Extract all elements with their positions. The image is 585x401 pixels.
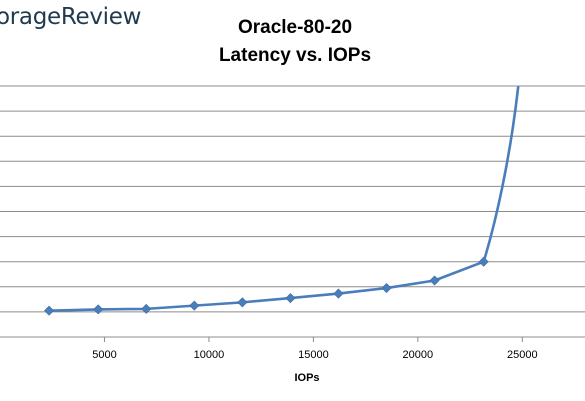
storagereview-logo: orageReview (0, 4, 142, 30)
data-point-10 (478, 256, 489, 267)
data-point-8 (381, 283, 392, 294)
data-point-1 (44, 305, 55, 316)
data-point-4 (189, 300, 200, 311)
data-point-7 (333, 288, 344, 299)
x-axis-label: IOPs (294, 372, 319, 384)
chart-title: Oracle-80-20 (237, 17, 353, 38)
x-tick-label-15000: 15000 (298, 349, 329, 361)
gridlines (0, 85, 585, 338)
data-point-5 (237, 297, 248, 308)
series-line-1 (47, 85, 520, 312)
series-latency (44, 85, 520, 316)
data-point-6 (285, 293, 296, 304)
chart-subtitle: Latency vs. IOPs (218, 45, 372, 66)
data-point-2 (93, 304, 104, 315)
data-point-3 (141, 303, 152, 314)
x-tick-labels: 5000 10000 15000 20000 25000 (92, 337, 538, 361)
x-tick-label-5000: 5000 (92, 349, 116, 361)
data-point-9 (429, 275, 440, 286)
x-tick-label-20000: 20000 (403, 349, 434, 361)
x-tick-label-10000: 10000 (194, 349, 225, 361)
x-tick-label-25000: 25000 (507, 349, 538, 361)
